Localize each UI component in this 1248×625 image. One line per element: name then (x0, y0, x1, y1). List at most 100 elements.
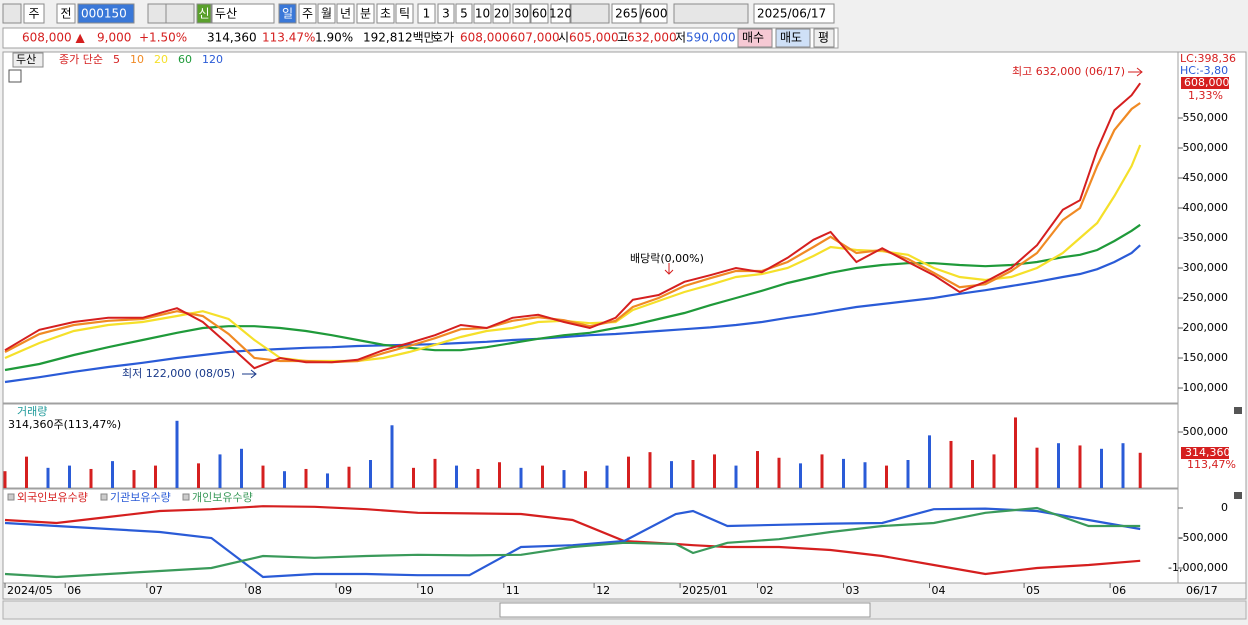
volume-bar (842, 458, 845, 488)
volume-bar (25, 456, 28, 488)
x-axis-bar (2, 582, 1247, 600)
toolbar-icon[interactable] (147, 3, 167, 24)
toolbar-label: 1 (423, 7, 431, 21)
volume-bar (799, 463, 802, 488)
toolbar-button[interactable] (196, 3, 212, 24)
volume-bar (1100, 448, 1103, 488)
annotation-high: 최고 632,000 (06/17) (1012, 65, 1125, 78)
table-icon[interactable] (8, 69, 22, 83)
toolbar-label: 265 (615, 7, 638, 21)
info-text: 1.90% (315, 31, 353, 45)
order-button[interactable] (813, 28, 835, 48)
legend-entry: 10 (130, 53, 144, 66)
toolbar-button[interactable] (23, 3, 45, 24)
volume-bar (68, 465, 71, 488)
toolbar-icon[interactable] (673, 3, 749, 24)
toolbar-icon[interactable] (165, 3, 195, 24)
toolbar-icon[interactable] (2, 3, 22, 24)
toolbar-icon[interactable] (570, 3, 610, 24)
toolbar-label: 분 (360, 7, 371, 21)
toolbar-button[interactable] (395, 3, 414, 24)
order-button[interactable] (775, 28, 811, 48)
toolbar-label: 3 (442, 7, 450, 21)
y-tick-label: 0 (1221, 501, 1228, 514)
order-button[interactable] (737, 28, 773, 48)
x-tick-label: 11 (506, 584, 520, 597)
volume-bar (326, 473, 329, 488)
arrow (664, 263, 674, 275)
close-icon[interactable] (1234, 407, 1242, 414)
hc-label: HC:-3,80 (1180, 64, 1228, 77)
y-tick-label: 550,000 (1183, 111, 1229, 124)
toolbar-button[interactable] (492, 3, 511, 24)
close-icon[interactable] (1234, 492, 1242, 499)
legend-marker (182, 493, 190, 501)
info-text: 607,000 (510, 31, 560, 45)
price-pane (2, 51, 1179, 404)
x-tick-label: 09 (338, 584, 352, 597)
toolbar-button[interactable] (298, 3, 317, 24)
x-tick-label: 03 (846, 584, 860, 597)
volume-bar (498, 462, 501, 488)
series-line (4, 82, 1142, 370)
toolbar-button[interactable] (211, 3, 275, 24)
right-axis (1177, 51, 1247, 584)
stock-name: 두산 (16, 53, 36, 66)
toolbar-button[interactable] (611, 3, 641, 24)
toolbar-button[interactable] (278, 3, 297, 24)
toolbar-button[interactable] (550, 3, 571, 24)
info-text: 608,000 (460, 31, 510, 45)
toolbar-button[interactable] (336, 3, 355, 24)
lc-label: LC:398,36 (1180, 52, 1236, 65)
toolbar-button[interactable] (376, 3, 395, 24)
x-tick-label: 10 (420, 584, 434, 597)
toolbar-button[interactable] (530, 3, 549, 24)
toolbar-button[interactable] (455, 3, 473, 24)
volume-bar (648, 452, 652, 488)
volume-bar (906, 460, 910, 488)
toolbar-button[interactable] (417, 3, 436, 24)
legend-entry: 5 (113, 53, 120, 66)
info-text: 9,000 (97, 31, 131, 45)
toolbar-button[interactable] (437, 3, 455, 24)
x-tick-label: 2024/05 (7, 584, 53, 597)
toolbar-button[interactable] (512, 3, 531, 24)
volume-bar (627, 456, 630, 488)
info-text: +1.50% (139, 31, 187, 45)
x-tick-label: 08 (248, 584, 262, 597)
toolbar-button[interactable] (56, 3, 76, 24)
volume-bar (240, 448, 243, 488)
pane-subtitle: 314,360주(113,47%) (8, 418, 121, 431)
stock-tag (12, 52, 44, 68)
volume-bar (3, 471, 7, 488)
legend-entry: 60 (178, 53, 192, 66)
toolbar-button[interactable] (753, 3, 835, 24)
volume-bar (670, 461, 673, 488)
toolbar-button[interactable] (473, 3, 492, 24)
y-tick-label: 200,000 (1183, 321, 1229, 334)
toolbar-label: 5 (460, 7, 468, 21)
toolbar-button[interactable] (640, 3, 668, 24)
toolbar-label: 신 (198, 7, 209, 21)
series-line (4, 507, 1141, 579)
volume-bar (1057, 443, 1060, 488)
volume-bar (777, 457, 781, 488)
volume-bar (820, 454, 824, 488)
x-tick-label: 2025/01 (682, 584, 728, 597)
toolbar-button[interactable] (317, 3, 336, 24)
y-tick-label: 100,000 (1183, 381, 1229, 394)
volume-bar (412, 467, 415, 488)
scroll-thumb[interactable] (499, 602, 871, 618)
volume-bar (605, 465, 609, 488)
toolbar-label: 월 (321, 7, 332, 21)
toolbar-button[interactable] (356, 3, 375, 24)
volume-bar (175, 420, 179, 488)
volume-bar (584, 471, 587, 488)
toolbar-label: 20 (494, 7, 509, 21)
volume-bar (476, 468, 480, 488)
x-tick-label: 02 (760, 584, 774, 597)
legend-marker (100, 493, 108, 501)
toolbar-label: 30 (514, 7, 529, 21)
toolbar-button[interactable] (77, 3, 135, 24)
series-line (4, 506, 1141, 579)
